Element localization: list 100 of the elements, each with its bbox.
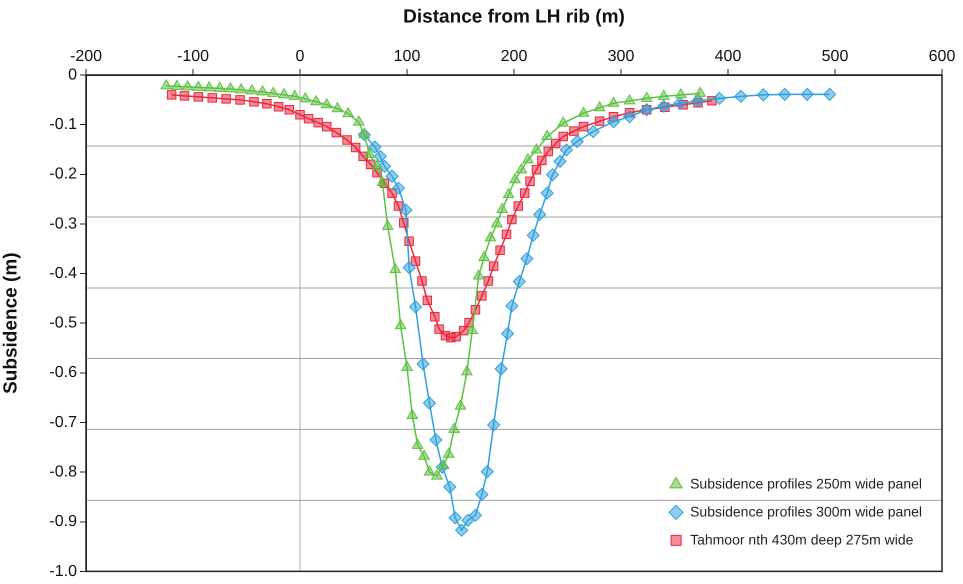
point (221, 94, 231, 104)
point (256, 85, 268, 96)
point (394, 319, 406, 330)
point (313, 118, 323, 128)
point (235, 83, 247, 94)
point (491, 217, 503, 228)
point (295, 110, 305, 120)
point (558, 116, 569, 127)
point (382, 220, 394, 230)
y-tick-label: -0.9 (49, 513, 78, 530)
point (353, 116, 365, 126)
point (208, 93, 218, 103)
point (434, 324, 444, 334)
point (180, 91, 190, 101)
y-tick-label: -1.0 (49, 562, 78, 580)
point (505, 299, 518, 312)
point (288, 90, 300, 100)
legend-label: Tahmoor nth 430m deep 275m wide (690, 531, 914, 548)
point (310, 95, 322, 106)
point (578, 106, 590, 117)
y-tick-label: -0.1 (49, 116, 78, 134)
point (756, 88, 770, 102)
point (390, 263, 401, 274)
point (472, 270, 484, 280)
point (823, 88, 836, 101)
point (284, 105, 294, 114)
point (454, 400, 466, 410)
x-tick-label: -100 (176, 48, 210, 65)
point (249, 97, 259, 107)
point (443, 448, 454, 458)
point (800, 88, 814, 101)
point (160, 79, 172, 90)
point (514, 201, 524, 211)
y-tick-label: -0.5 (49, 314, 78, 332)
x-tick-label: 300 (608, 48, 634, 65)
point (350, 142, 360, 152)
point (712, 92, 726, 105)
point (417, 276, 427, 286)
point (424, 466, 436, 476)
point (608, 96, 620, 107)
point (458, 326, 468, 336)
point (530, 143, 542, 154)
point (455, 524, 468, 537)
point (558, 132, 568, 142)
point (332, 102, 344, 112)
point (422, 296, 432, 306)
x-tick-label: 500 (822, 48, 848, 65)
point (416, 357, 430, 370)
y-tick-label: -0.3 (49, 215, 78, 232)
point (560, 143, 573, 156)
point (468, 508, 482, 522)
point (192, 80, 204, 91)
point (570, 135, 584, 148)
point (484, 231, 496, 242)
point (520, 252, 534, 266)
y-tick-label: -0.8 (49, 464, 78, 481)
point (422, 396, 436, 410)
point (502, 188, 514, 198)
point (386, 170, 399, 183)
point (640, 92, 652, 102)
point (448, 422, 460, 433)
x-tick-label: 0 (296, 48, 305, 65)
point (268, 86, 279, 97)
point (451, 332, 461, 342)
point (694, 86, 706, 97)
point (509, 173, 521, 184)
point (392, 182, 405, 195)
point (246, 84, 258, 94)
point (358, 128, 370, 138)
point (594, 101, 606, 112)
point (477, 291, 487, 301)
point (478, 251, 490, 262)
point (171, 80, 183, 90)
point (376, 176, 388, 186)
point (507, 214, 517, 224)
point (203, 81, 215, 92)
point (496, 203, 508, 214)
point (429, 433, 442, 446)
point (675, 88, 687, 98)
point (461, 365, 473, 376)
point (484, 276, 494, 286)
point (586, 125, 600, 138)
point (418, 450, 430, 460)
y-tick-label: -0.2 (49, 166, 78, 183)
point (541, 130, 553, 140)
point (533, 208, 546, 221)
x-tick-label: 600 (928, 48, 956, 65)
point (578, 122, 588, 132)
point (526, 228, 540, 242)
point (607, 115, 620, 128)
point (399, 204, 412, 217)
legend-label: Subsidence profiles 300m wide panel (690, 503, 922, 520)
y-tick-label: -0.6 (49, 364, 78, 382)
point (778, 88, 792, 101)
x-tick-label: 100 (394, 48, 420, 65)
point (410, 256, 420, 266)
point (487, 418, 500, 432)
point (494, 362, 508, 376)
y-tick-label: 0 (68, 66, 78, 84)
point (304, 114, 314, 124)
